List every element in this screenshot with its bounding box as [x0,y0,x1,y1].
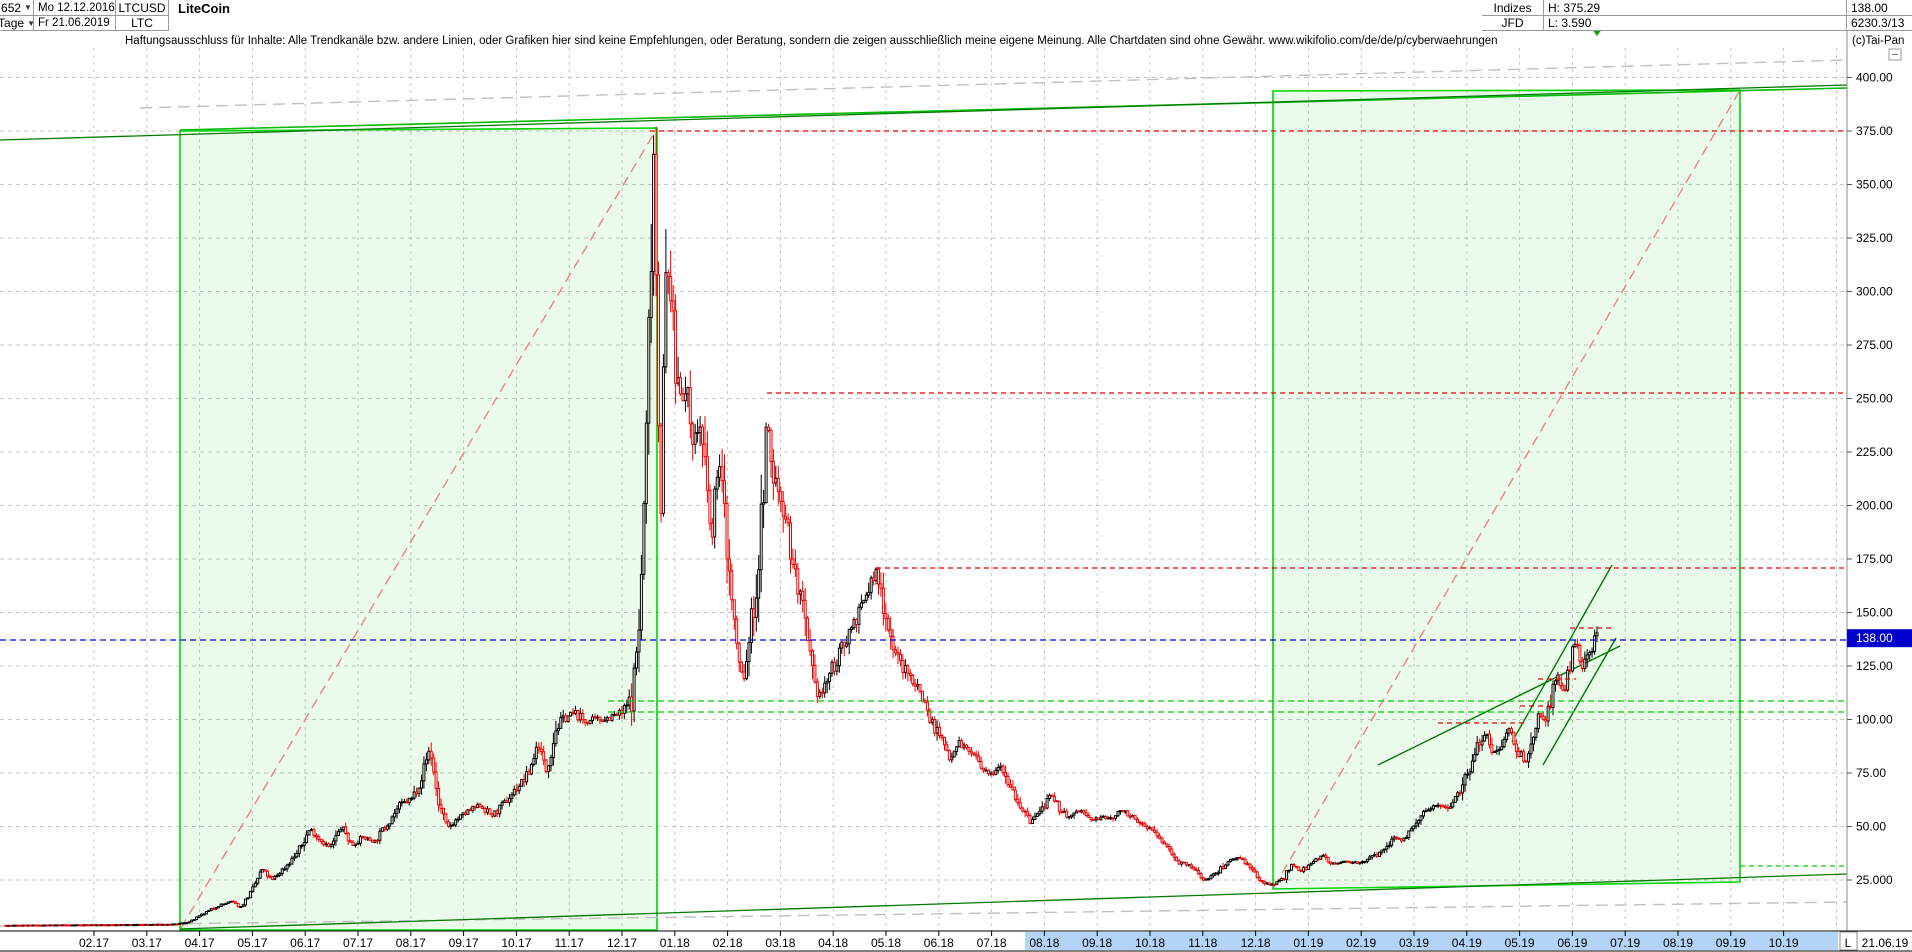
gray-lower-diagonal [0,901,1848,927]
month-label: 04.18 [818,936,848,950]
chart-canvas: Haftungsausschluss für Inhalte: Alle Tre… [0,29,1912,952]
symbol-cell: LTCUSD [116,0,169,16]
month-label: 08.18 [1029,936,1059,950]
date-from-cell: Mo 12.12.2016 [34,0,116,16]
dark-green-resistance [0,84,1848,141]
month-label: 06.19 [1557,936,1587,950]
month-label: 02.18 [713,936,743,950]
price-tick-label: 225.00 [1856,445,1893,459]
price-tick-label: 400.00 [1856,71,1893,85]
copyright-label: (c)Tai-Pan [1852,35,1904,47]
month-label: 07.19 [1610,936,1640,950]
price-tick-label: 75.00 [1856,766,1886,780]
end-marker-label: L [1845,936,1852,950]
symbol-short-cell: LTC [116,16,169,31]
month-label: 07.17 [343,936,373,950]
month-label: 12.18 [1241,936,1271,950]
month-label: 10.19 [1769,936,1799,950]
price-tick-label: 200.00 [1856,499,1893,513]
bars-count-value: 652 [1,0,22,15]
month-label: 11.17 [555,936,584,950]
month-label: 09.17 [449,936,479,950]
chevron-down-icon: ▼ [27,19,33,28]
month-label: 06.18 [924,936,954,950]
month-label: 10.17 [501,936,531,950]
period-low-cell: L: 3.590 [1544,16,1847,31]
month-label: 03.18 [765,936,795,950]
price-tick-label: 375.00 [1856,124,1893,138]
month-label: 04.19 [1452,936,1482,950]
down-candles [4,126,1584,927]
indices-cell: Indizes [1482,0,1544,16]
red-diagonal-2017 [180,129,657,929]
period-dropdown[interactable]: Tage ▼ [0,16,34,31]
bars-count-dropdown[interactable]: 652 ▼ [0,0,34,16]
disclaimer-text: Haftungsausschluss für Inhalte: Alle Tre… [125,35,1498,47]
last-bar-marker [1592,29,1602,36]
end-date-label: 21.06.19 [1862,936,1909,950]
month-label: 06.17 [290,936,320,950]
last-price-cell: 138.00 [1847,0,1912,16]
month-label: 08.17 [396,936,426,950]
end-marker-box [1839,931,1858,951]
price-tick-label: 250.00 [1856,392,1893,406]
red-diagonal-2019 [1273,91,1740,888]
period-high-cell: H: 375.29 [1544,0,1847,16]
month-label: 12.17 [607,936,637,950]
price-tick-label: 50.00 [1856,820,1886,834]
price-tick-label: 25.000 [1856,873,1893,887]
bright-green-resistance [179,87,1848,131]
price-tick-label: 275.00 [1856,338,1893,352]
month-label: 02.17 [79,936,109,950]
price-tick-label: 350.00 [1856,178,1893,192]
candlestick-chart: Haftungsausschluss für Inhalte: Alle Tre… [0,29,1912,952]
feed-cell: JFD [1482,16,1544,31]
month-label: 08.19 [1663,936,1693,950]
month-label: 09.18 [1082,936,1112,950]
price-tick-label: 325.00 [1856,231,1893,245]
month-label: 07.18 [977,936,1007,950]
month-label: 04.17 [185,936,215,950]
price-tick-label: 100.00 [1856,713,1893,727]
month-label: 09.19 [1716,936,1746,950]
price-tick-label: 300.00 [1856,285,1893,299]
period-value: Tage [0,16,25,30]
month-label: 03.19 [1399,936,1429,950]
month-label: 01.19 [1293,936,1323,950]
price-tick-label: 175.00 [1856,552,1893,566]
month-label: 11.18 [1188,936,1217,950]
month-label: 01.18 [660,936,690,950]
month-label: 10.18 [1135,936,1165,950]
green-shallow-trend [1377,645,1621,766]
points-cell: 6230.3/13 [1847,16,1912,31]
chevron-down-icon: ▼ [24,3,32,12]
axis-highlight-band [1025,932,1838,950]
month-label: 05.19 [1505,936,1535,950]
date-to-cell: Fr 21.06.2019 [34,16,116,31]
last-price-tag-label: 138.00 [1856,631,1893,645]
last-price-tag [1847,629,1912,648]
month-label: 03.17 [132,936,162,950]
dark-green-support [179,873,1848,930]
month-label: 05.18 [871,936,901,950]
month-label: 05.17 [237,936,267,950]
month-label: 02.19 [1346,936,1376,950]
instrument-title: LiteCoin [178,1,230,16]
price-tick-label: 150.00 [1856,606,1893,620]
up-candles [6,135,1599,927]
price-tick-label: 125.00 [1856,659,1893,673]
